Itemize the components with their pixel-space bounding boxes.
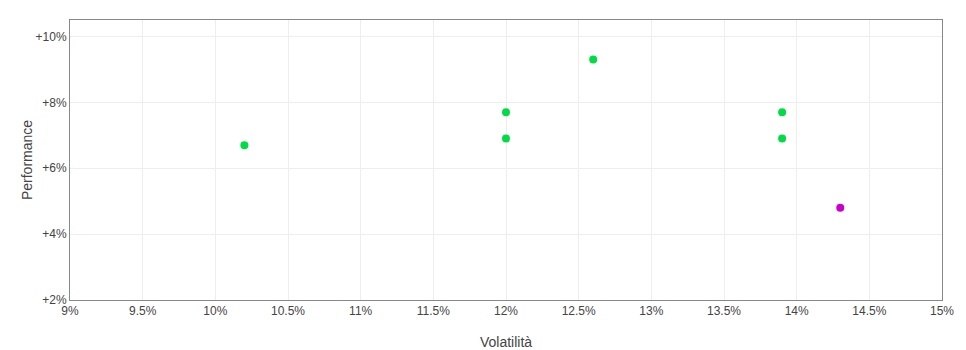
svg-text:12%: 12%	[494, 304, 518, 318]
svg-text:13.5%: 13.5%	[707, 304, 741, 318]
svg-text:10.5%: 10.5%	[271, 304, 305, 318]
svg-text:+6%: +6%	[42, 161, 67, 175]
svg-text:9%: 9%	[61, 304, 79, 318]
svg-text:+8%: +8%	[42, 96, 67, 110]
svg-text:Volatilità: Volatilità	[480, 334, 532, 350]
svg-text:11.5%: 11.5%	[417, 304, 450, 318]
svg-text:12.5%: 12.5%	[562, 304, 596, 318]
svg-text:14%: 14%	[785, 304, 809, 318]
svg-text:+4%: +4%	[42, 227, 67, 241]
svg-text:13%: 13%	[639, 304, 663, 318]
svg-text:+2%: +2%	[42, 293, 67, 307]
svg-text:9.5%: 9.5%	[129, 304, 157, 318]
svg-text:14.5%: 14.5%	[852, 304, 886, 318]
svg-text:15%: 15%	[930, 304, 954, 318]
svg-text:11%: 11%	[349, 304, 372, 318]
svg-text:+10%: +10%	[36, 30, 67, 44]
svg-text:10%: 10%	[203, 304, 227, 318]
svg-text:Performance: Performance	[19, 120, 35, 200]
